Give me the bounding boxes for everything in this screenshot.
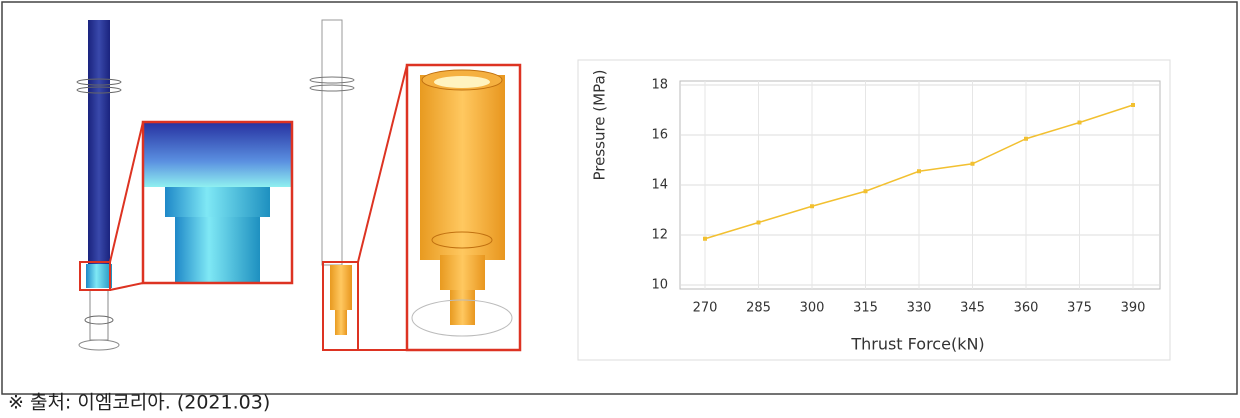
point: [1024, 137, 1028, 141]
orange-model: [310, 20, 520, 350]
y-tick-label: 16: [651, 128, 668, 143]
point: [703, 237, 707, 241]
x-tick-label: 315: [853, 301, 878, 316]
figure: Pressure (MPa) Thrust Force(kN) ※ 출처: 이엠…: [0, 0, 1240, 414]
y-tick-label: 10: [651, 278, 668, 293]
x-tick-label: 300: [800, 301, 825, 316]
x-tick-label: 360: [1014, 301, 1039, 316]
y-tick-label: 18: [651, 78, 668, 93]
x-axis-label: Thrust Force(kN): [850, 335, 984, 354]
y-axis-label: Pressure (MPa): [591, 69, 609, 180]
point: [864, 189, 868, 193]
x-tick-label: 330: [907, 301, 932, 316]
point: [1078, 121, 1082, 125]
x-tick-label: 285: [746, 301, 771, 316]
x-tick-label: 390: [1121, 301, 1146, 316]
y-tick-label: 14: [651, 178, 668, 193]
page: Pressure (MPa) Thrust Force(kN) ※ 출처: 이엠…: [0, 0, 1240, 418]
point: [917, 169, 921, 173]
point: [1131, 103, 1135, 107]
point: [971, 162, 975, 166]
caption: ※ 출처: 이엠코리아. (2021.03): [8, 392, 270, 414]
point: [757, 221, 761, 225]
x-tick-label: 270: [693, 301, 718, 316]
x-tick-label: 345: [960, 301, 985, 316]
x-tick-label: 375: [1067, 301, 1092, 316]
point: [810, 204, 814, 208]
y-tick-label: 12: [651, 228, 668, 243]
blue-model: [77, 20, 292, 350]
